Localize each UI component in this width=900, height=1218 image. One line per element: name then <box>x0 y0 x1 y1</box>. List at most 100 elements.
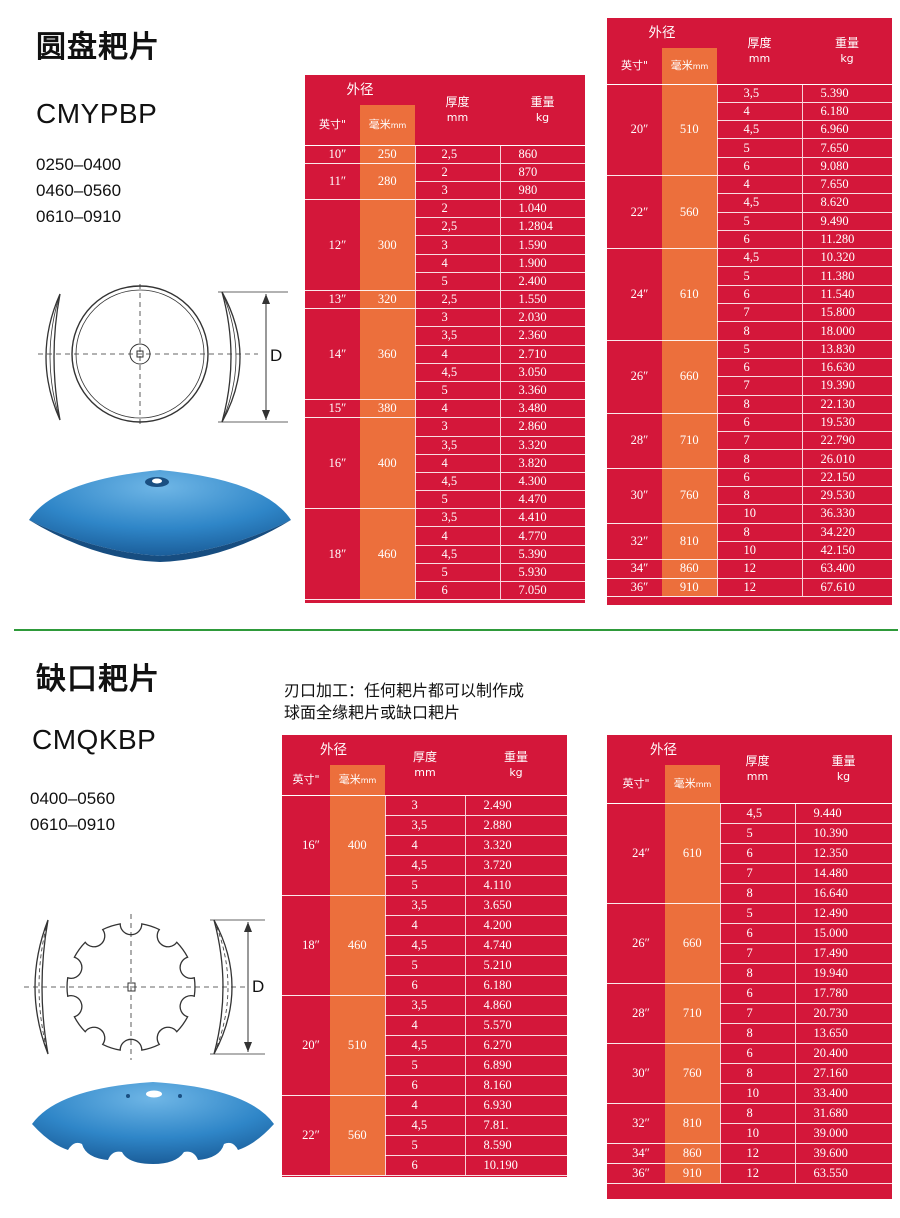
notched-disc-diagram <box>24 914 265 1060</box>
mm-cell: 610 <box>662 248 717 341</box>
table-row: 20″ 510 3,5 5.390 <box>607 84 892 176</box>
table-row: 12″ 300 2 1.040 <box>305 199 585 291</box>
weight-cell: 4.410 <box>499 508 585 528</box>
thickness-cell: 4 <box>414 399 500 419</box>
table-row: 8 22.130 <box>607 395 892 414</box>
weight-cell: 6.960 <box>801 120 892 140</box>
table-row: 4 5.570 <box>282 1015 567 1036</box>
table-row: 7 19.390 <box>607 376 892 396</box>
weight-cell: 6.270 <box>464 1035 567 1056</box>
table-row: 4 1.900 <box>305 254 585 273</box>
thickness-cell: 4 <box>414 254 500 273</box>
outer-diameter-header: 外径 <box>648 24 676 41</box>
weight-cell: 63.550 <box>794 1163 892 1184</box>
thickness-cell: 8 <box>716 395 802 414</box>
weight-cell: 10.390 <box>794 823 892 844</box>
weight-cell: 10.190 <box>464 1155 567 1176</box>
table-row: 5 5.210 <box>282 955 567 976</box>
inch-cell: 18″ <box>305 508 360 601</box>
table-row: 36″ 910 12 63.550 <box>607 1163 892 1184</box>
note-line: 球面全缘耙片或缺口耙片 <box>284 703 461 722</box>
table-row: 8 29.530 <box>607 486 892 506</box>
thickness-cell: 10 <box>719 1123 795 1144</box>
inch-cell: 28″ <box>607 413 662 469</box>
mm-cell: 280 <box>360 163 415 201</box>
blue-plain-disc-image <box>29 470 291 562</box>
thickness-cell: 4,5 <box>414 363 500 382</box>
outer-diameter-header: 外径 <box>320 741 347 758</box>
thickness-cell: 7 <box>716 303 802 323</box>
table-row: 5 8.590 <box>282 1135 567 1156</box>
table-row: 5 3.360 <box>305 381 585 401</box>
table-row: 10 33.400 <box>607 1083 892 1104</box>
weight-cell: 3.360 <box>499 381 585 401</box>
thickness-cell: 5 <box>414 272 500 292</box>
weight-cell: 39.600 <box>794 1143 892 1164</box>
table-row: 6 8.160 <box>282 1075 567 1096</box>
inch-cell: 13″ <box>305 290 360 310</box>
mm-cell: 660 <box>665 903 720 984</box>
spec-table: 外径 厚度 mm 重量 kg 英寸" 毫米mm 10″ 250 2,5 860 11″ 280 2 870 3… <box>305 75 585 601</box>
price-table-3: 外径 厚度 mm 重量 kg 英寸" 毫米mm 16″ 400 3 2.490 3,5 2.880 4 3.… <box>282 735 567 1177</box>
weight-cell: 1.550 <box>499 290 585 310</box>
table-row: 5 10.390 <box>607 823 892 844</box>
code-line: 0250–0400 <box>36 155 122 174</box>
table-row: 7 14.480 <box>607 863 892 884</box>
mm-cell: 300 <box>360 199 415 291</box>
thickness-cell: 3 <box>414 181 500 201</box>
table-row: 5 6.890 <box>282 1055 567 1076</box>
thickness-cell: 8 <box>719 1063 795 1084</box>
table-row: 7 22.790 <box>607 431 892 451</box>
inch-cell: 22″ <box>607 175 662 250</box>
table-row: 4 2.710 <box>305 345 585 364</box>
table-row: 10″ 250 2,5 860 <box>305 145 585 164</box>
thickness-cell: 12 <box>716 578 802 597</box>
thickness-cell: 7 <box>719 863 795 884</box>
thickness-cell: 4 <box>716 175 802 195</box>
thickness-cell: 3 <box>414 417 500 437</box>
table-row: 6 10.190 <box>282 1155 567 1176</box>
table-row: 6 6.180 <box>282 975 567 996</box>
table-row: 8 26.010 <box>607 449 892 469</box>
weight-cell: 19.530 <box>801 413 892 433</box>
weight-cell: 3.320 <box>464 835 567 856</box>
weight-cell: 3.650 <box>464 895 567 916</box>
weight-cell: 4.740 <box>464 935 567 956</box>
inch-cell: 22″ <box>282 1095 330 1176</box>
table-row: 32″ 810 8 31.680 <box>607 1103 892 1144</box>
table-row: 6 15.000 <box>607 923 892 944</box>
inch-cell: 34″ <box>607 559 662 579</box>
table-row: 5 2.400 <box>305 272 585 292</box>
weight-cell: 3.050 <box>499 363 585 382</box>
thickness-header: 厚度 mm <box>717 18 802 85</box>
thickness-cell: 4,5 <box>716 120 802 140</box>
inch-cell: 30″ <box>607 468 662 524</box>
table-row: 4,5 4.740 <box>282 935 567 956</box>
weight-cell: 6.180 <box>464 975 567 996</box>
weight-cell: 7.650 <box>801 175 892 195</box>
thickness-cell: 4,5 <box>716 193 802 213</box>
table-row: 7 15.800 <box>607 303 892 323</box>
weight-cell: 4.110 <box>464 875 567 896</box>
table-row: 8 19.940 <box>607 963 892 984</box>
weight-cell: 20.400 <box>794 1043 892 1064</box>
mm-cell: 460 <box>360 508 415 601</box>
thickness-cell: 7 <box>716 431 802 451</box>
code-line: 0610–0910 <box>36 207 122 226</box>
mm-header: 毫米mm <box>330 765 385 796</box>
mm-cell: 400 <box>330 795 385 896</box>
thickness-cell: 4 <box>384 1095 465 1116</box>
inch-cell: 32″ <box>607 523 662 561</box>
mm-cell: 710 <box>662 413 717 469</box>
weight-cell: 1.590 <box>499 235 585 255</box>
table-row: 4 6.180 <box>607 102 892 122</box>
thickness-cell: 4,5 <box>719 803 795 824</box>
table-row: 36″ 910 12 67.610 <box>607 578 892 597</box>
thickness-cell: 7 <box>716 376 802 396</box>
spec-table: 外径 厚度 mm 重量 kg 英寸" 毫米mm 24″ 610 4,5 9.440 5 10.390 6 1… <box>607 735 892 1184</box>
weight-cell: 5.390 <box>499 545 585 564</box>
weight-cell: 1.040 <box>499 199 585 219</box>
table-row: 26″ 660 5 12.490 <box>607 903 892 984</box>
thickness-cell: 5 <box>716 138 802 158</box>
table-row: 2,5 1.2804 <box>305 217 585 237</box>
